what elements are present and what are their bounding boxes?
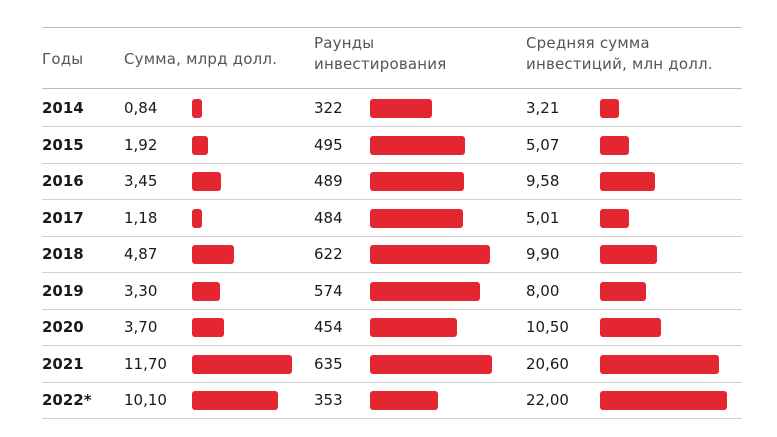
table-row: 2019 3,30 574 8,00 bbox=[42, 273, 742, 310]
rounds-bar bbox=[370, 391, 438, 410]
table-row: 2018 4,87 622 9,90 bbox=[42, 236, 742, 273]
avg-bar bbox=[600, 135, 630, 155]
sum-value: 1,92 bbox=[124, 135, 158, 154]
sum-value: 11,70 bbox=[124, 354, 167, 373]
avg-value: 20,60 bbox=[526, 354, 569, 373]
rounds-bar bbox=[370, 281, 481, 301]
rounds-bar bbox=[370, 172, 464, 191]
rounds-bar bbox=[370, 245, 490, 264]
header-rounds: Раунды инвестирования bbox=[314, 34, 447, 73]
sum-value: 3,45 bbox=[124, 172, 158, 190]
avg-value: 9,58 bbox=[526, 172, 560, 190]
year-cell: 2020 bbox=[42, 318, 84, 336]
table-row: 2021 11,70 635 20,60 bbox=[42, 346, 742, 383]
sum-bar bbox=[192, 135, 209, 155]
year-cell: 2017 bbox=[42, 208, 84, 227]
avg-value: 5,01 bbox=[526, 208, 560, 227]
avg-value: 5,07 bbox=[526, 135, 560, 154]
avg-bar bbox=[600, 354, 719, 374]
year-cell: 2014 bbox=[42, 99, 84, 117]
year-cell: 2015 bbox=[42, 135, 84, 154]
header-bottom-rule bbox=[42, 88, 742, 89]
year-cell: 2021 bbox=[42, 354, 84, 373]
rounds-value: 322 bbox=[314, 99, 343, 117]
table-row: 2016 3,45 489 9,58 bbox=[42, 163, 742, 200]
rounds-value: 495 bbox=[314, 135, 343, 154]
avg-value: 3,21 bbox=[526, 99, 560, 117]
rounds-value: 622 bbox=[314, 245, 343, 263]
table-row: 2022* 10,10 353 22,00 bbox=[42, 382, 742, 419]
rounds-value: 489 bbox=[314, 172, 343, 190]
table-row: 2020 3,70 454 10,50 bbox=[42, 309, 742, 346]
year-cell: 2022* bbox=[42, 391, 92, 409]
avg-value: 9,90 bbox=[526, 245, 560, 263]
table-row: 2015 1,92 495 5,07 bbox=[42, 127, 742, 164]
rounds-value: 353 bbox=[314, 391, 343, 409]
sum-value: 10,10 bbox=[124, 391, 167, 409]
sum-value: 3,30 bbox=[124, 281, 158, 300]
avg-bar bbox=[600, 208, 629, 228]
sum-value: 0,84 bbox=[124, 99, 158, 117]
avg-value: 8,00 bbox=[526, 281, 560, 300]
sum-bar bbox=[192, 354, 292, 374]
sum-value: 4,87 bbox=[124, 245, 158, 263]
rounds-value: 574 bbox=[314, 281, 343, 300]
avg-value: 10,50 bbox=[526, 318, 569, 336]
avg-bar bbox=[600, 99, 619, 118]
sum-bar bbox=[192, 281, 221, 301]
rounds-value: 454 bbox=[314, 318, 343, 336]
rounds-bar bbox=[370, 135, 466, 155]
rounds-bar bbox=[370, 354, 492, 374]
year-cell: 2018 bbox=[42, 245, 84, 263]
rounds-bar bbox=[370, 99, 432, 118]
header-top-rule bbox=[42, 27, 742, 28]
table-row: 2014 0,84 322 3,21 bbox=[42, 90, 742, 127]
sum-value: 3,70 bbox=[124, 318, 158, 336]
sum-bar bbox=[192, 208, 203, 228]
sum-bar bbox=[192, 391, 279, 410]
rounds-bar bbox=[370, 208, 463, 228]
sum-bar bbox=[192, 318, 224, 337]
header-avg: Средняя сумма инвестиций, млн долл. bbox=[526, 34, 713, 73]
sum-value: 1,18 bbox=[124, 208, 158, 227]
sum-bar bbox=[192, 99, 202, 118]
rounds-value: 635 bbox=[314, 354, 343, 373]
table-row: 2017 1,18 484 5,01 bbox=[42, 200, 742, 237]
avg-bar bbox=[600, 281, 647, 301]
year-cell: 2019 bbox=[42, 281, 84, 300]
sum-bar bbox=[192, 172, 222, 191]
avg-bar bbox=[600, 391, 727, 410]
rounds-bar bbox=[370, 318, 458, 337]
header-sum: Сумма, млрд долл. bbox=[124, 50, 278, 68]
year-cell: 2016 bbox=[42, 172, 84, 190]
rounds-value: 484 bbox=[314, 208, 343, 227]
sum-bar bbox=[192, 245, 234, 264]
avg-bar bbox=[600, 172, 656, 191]
header-years: Годы bbox=[42, 50, 84, 68]
avg-value: 22,00 bbox=[526, 391, 569, 409]
avg-bar bbox=[600, 318, 661, 337]
avg-bar bbox=[600, 245, 658, 264]
